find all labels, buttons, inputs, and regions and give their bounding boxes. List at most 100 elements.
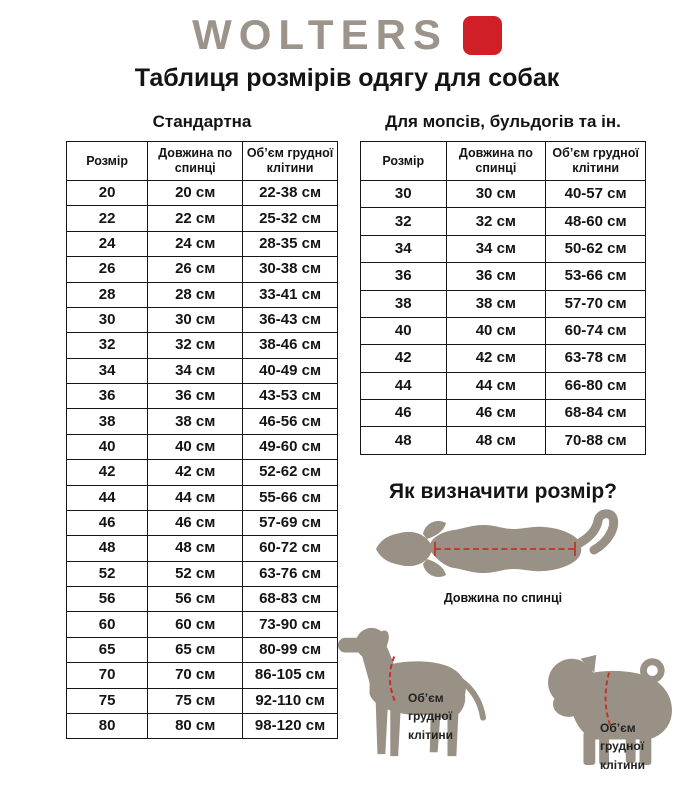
table-cell: 48 см xyxy=(445,426,547,455)
table-cell: 44 xyxy=(360,371,447,401)
table-row: 34 34 см 40-49 см xyxy=(65,357,338,385)
column-header: Об’єм грудної клітини xyxy=(242,141,338,181)
brand-logo-text: WOLTERS xyxy=(192,11,448,58)
table-cell: 52 xyxy=(65,560,149,588)
table-cell: 75 см xyxy=(147,687,244,714)
table-cell: 80-99 см xyxy=(242,636,338,664)
table-cell: 68-83 см xyxy=(242,585,338,613)
table-cell: 70 xyxy=(65,662,149,689)
table-row: 22 22 см 25-32 см xyxy=(65,205,338,232)
table-cell: 30 xyxy=(360,179,447,209)
table-cell: 80 см xyxy=(147,712,244,740)
pug-table-title: Для мопсів, бульдогів та ін. xyxy=(385,112,621,131)
table-cell: 30 xyxy=(65,306,149,334)
table-cell: 80 xyxy=(65,712,149,740)
column-header: Довжина по спинці xyxy=(147,141,244,181)
column-header: Розмір xyxy=(360,141,447,181)
back-length-label: Довжина по спинці xyxy=(443,590,563,605)
dog-top-view-illustration xyxy=(376,509,619,577)
table-cell: 22-38 см xyxy=(242,179,338,207)
column-header: Розмір xyxy=(65,141,149,181)
table-cell: 26 см xyxy=(147,256,244,283)
table-cell: 65 xyxy=(65,636,149,664)
table-cell: 46 см xyxy=(445,398,547,428)
table-row: 40 40 см 49-60 см xyxy=(65,433,338,461)
table-row: 46 46 см 68-84 см xyxy=(360,398,646,428)
table-row: 48 48 см 70-88 см xyxy=(360,426,646,455)
standard-sizes-column: Стандартна Розмір Довжина по спинці Об’єм … xyxy=(65,103,338,740)
table-cell: 46 xyxy=(65,509,149,537)
brand-logo: WOLTERS xyxy=(0,0,694,56)
table-cell: 46 см xyxy=(147,509,244,537)
table-cell: 42 см xyxy=(445,344,547,373)
table-cell: 20 см xyxy=(147,179,244,207)
standard-size-table: Розмір Довжина по спинці Об’єм грудної клі… xyxy=(65,141,338,740)
table-cell: 40 см xyxy=(445,316,547,346)
table-cell: 25-32 см xyxy=(242,205,338,232)
table-cell: 36 см xyxy=(445,262,547,291)
header-row: Розмір Довжина по спинці Об’єм грудної клі… xyxy=(360,141,646,181)
table-row: 60 60 см 73-90 см xyxy=(65,611,338,638)
table-cell: 20 xyxy=(65,179,149,207)
table-cell: 40 xyxy=(360,316,447,346)
table-row: 40 40 см 60-74 см xyxy=(360,316,646,346)
table-cell: 38 см xyxy=(147,408,244,435)
content-columns: Стандартна Розмір Довжина по спинці Об’єм … xyxy=(0,103,694,772)
table-row: 38 38 см 57-70 см xyxy=(360,289,646,318)
table-row: 24 24 см 28-35 см xyxy=(65,230,338,258)
table-row: 75 75 см 92-110 см xyxy=(65,687,338,714)
table-cell: 48 xyxy=(360,426,447,455)
table-cell: 33-41 см xyxy=(242,281,338,308)
back-length-measurement-line xyxy=(434,541,576,556)
table-cell: 60 см xyxy=(147,611,244,638)
table-cell: 48-60 см xyxy=(545,207,646,236)
table-cell: 36 см xyxy=(147,382,244,410)
standard-table-title: Стандартна xyxy=(152,112,252,131)
table-cell: 48 см xyxy=(147,535,244,562)
table-row: 36 36 см 43-53 см xyxy=(65,382,338,410)
table-cell: 60-72 см xyxy=(242,535,338,562)
table-cell: 34 xyxy=(360,234,447,264)
table-cell: 28-35 см xyxy=(242,230,338,258)
table-cell: 57-70 см xyxy=(545,289,646,318)
page-title: Таблиця розмірів одягу для собак xyxy=(134,64,560,92)
table-cell: 30 см xyxy=(445,179,547,209)
table-cell: 46-56 см xyxy=(242,408,338,435)
table-cell: 34 см xyxy=(445,234,547,264)
table-cell: 52 см xyxy=(147,560,244,588)
table-cell: 48 xyxy=(65,535,149,562)
chest-measure-figures: Об’єм грудної клітини xyxy=(332,619,672,772)
table-cell: 32 см xyxy=(445,207,547,236)
table-cell: 40-57 см xyxy=(545,179,646,209)
back-length-figure: Довжина по спинці xyxy=(363,508,643,605)
table-cell: 36 xyxy=(360,262,447,291)
table-cell: 36 xyxy=(65,382,149,410)
table-cell: 28 см xyxy=(147,281,244,308)
how-to-measure-title: Як визначити розмір? xyxy=(389,479,617,503)
table-cell: 60 xyxy=(65,611,149,638)
table-cell: 36-43 см xyxy=(242,306,338,334)
table-cell: 63-76 см xyxy=(242,560,338,588)
table-row: 20 20 см 22-38 см xyxy=(65,179,338,207)
table-cell: 30-38 см xyxy=(242,256,338,283)
table-cell: 42 xyxy=(65,459,149,486)
table-cell: 38-46 см xyxy=(242,332,338,359)
table-cell: 52-62 см xyxy=(242,459,338,486)
table-cell: 49-60 см xyxy=(242,433,338,461)
table-cell: 65 см xyxy=(147,636,244,664)
table-cell: 40 см xyxy=(147,433,244,461)
table-cell: 30 см xyxy=(147,306,244,334)
table-cell: 32 xyxy=(360,207,447,236)
chest-volume-label: Об’єм грудної клітини xyxy=(408,690,453,742)
table-cell: 55-66 см xyxy=(242,484,338,511)
table-cell: 38 xyxy=(360,289,447,318)
bulldog-figure: Об’єм грудної клітини xyxy=(536,647,686,772)
column-header: Довжина по спинці xyxy=(445,141,547,181)
table-cell: 22 xyxy=(65,205,149,232)
chest-measurement-line xyxy=(388,655,397,703)
table-row: 30 30 см 40-57 см xyxy=(360,179,646,209)
table-cell: 43-53 см xyxy=(242,382,338,410)
table-cell: 75 xyxy=(65,687,149,714)
header-row: Розмір Довжина по спинці Об’єм грудної клі… xyxy=(65,141,338,181)
table-cell: 57-69 см xyxy=(242,509,338,537)
